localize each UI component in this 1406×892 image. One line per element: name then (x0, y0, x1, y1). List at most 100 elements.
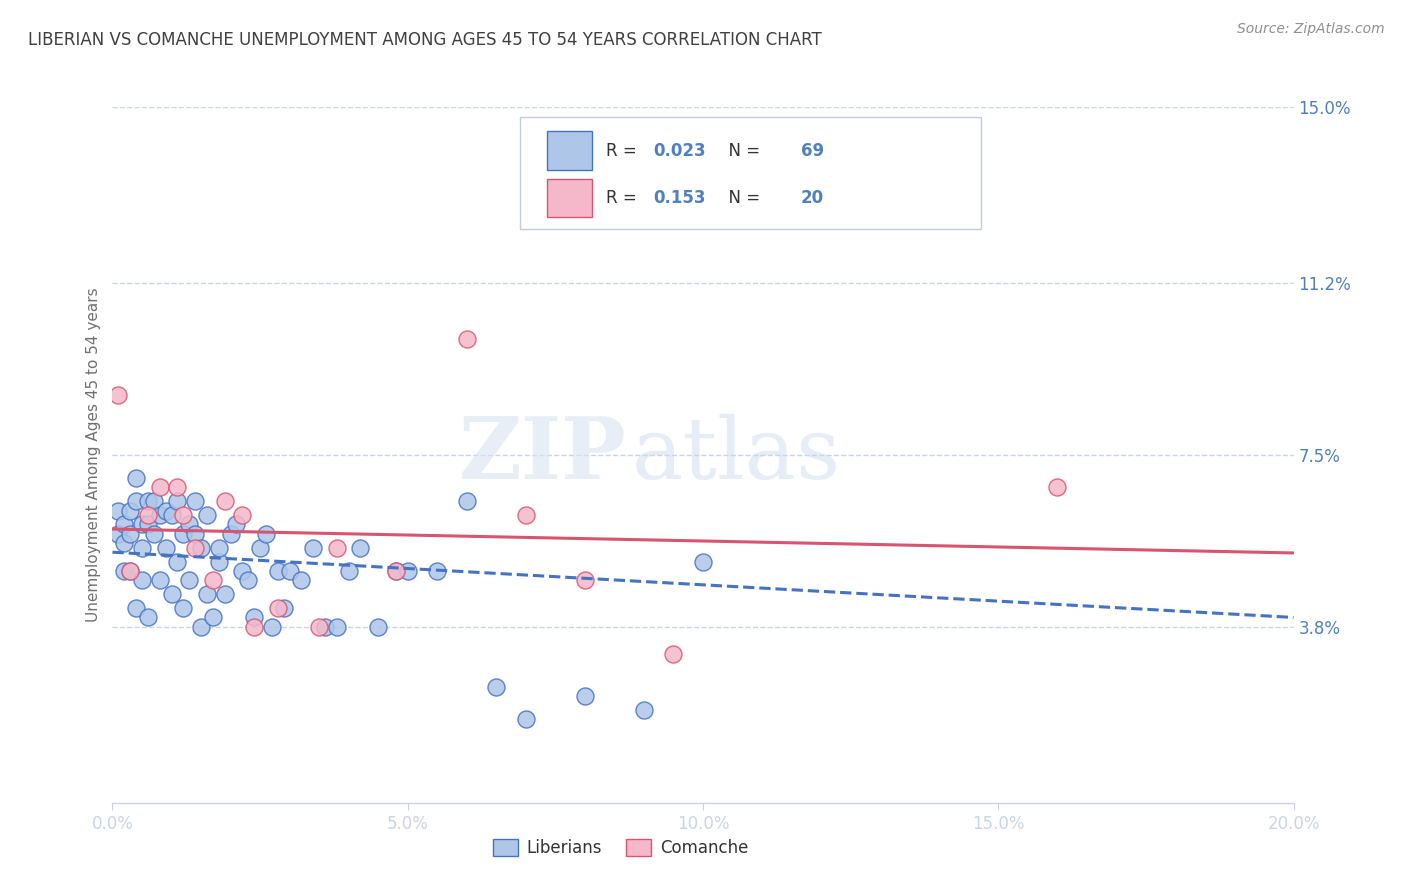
Text: 0.153: 0.153 (654, 189, 706, 207)
Point (107, 503, 129, 517)
Point (131, 573, 153, 587)
Point (172, 508, 194, 523)
Point (125, 471, 148, 485)
Point (456, 332, 478, 346)
Point (155, 503, 177, 517)
Point (195, 508, 218, 523)
Point (208, 555, 231, 569)
Point (136, 494, 159, 508)
Point (385, 564, 408, 578)
Point (349, 541, 371, 555)
Point (385, 564, 408, 578)
Point (112, 564, 135, 578)
Text: 69: 69 (801, 142, 824, 160)
Point (131, 517, 153, 532)
Point (179, 573, 201, 587)
Point (267, 564, 290, 578)
Point (231, 508, 253, 523)
Point (574, 689, 596, 703)
Point (515, 712, 537, 726)
Point (249, 541, 271, 555)
Point (367, 619, 389, 633)
Point (190, 619, 212, 633)
Point (201, 573, 224, 587)
FancyBboxPatch shape (547, 178, 592, 217)
Point (160, 587, 183, 601)
Text: R =: R = (606, 189, 647, 207)
Point (278, 564, 301, 578)
Point (184, 526, 207, 541)
Point (314, 619, 336, 633)
Text: N =: N = (718, 142, 766, 160)
Point (120, 564, 142, 578)
Point (160, 508, 183, 523)
Point (214, 587, 236, 601)
Point (120, 526, 142, 541)
Point (308, 619, 330, 633)
Point (633, 703, 655, 717)
Point (485, 680, 508, 694)
Point (225, 517, 247, 532)
Point (1046, 480, 1069, 494)
Point (574, 573, 596, 587)
Point (149, 508, 172, 523)
Point (426, 564, 449, 578)
Point (190, 541, 212, 555)
Y-axis label: Unemployment Among Ages 45 to 54 years: Unemployment Among Ages 45 to 54 years (86, 287, 101, 623)
Point (125, 494, 148, 508)
Point (136, 610, 159, 624)
Point (201, 610, 224, 624)
Point (107, 526, 129, 541)
Point (456, 494, 478, 508)
Point (231, 564, 253, 578)
Point (238, 573, 260, 587)
Point (155, 541, 177, 555)
Point (273, 601, 295, 615)
Point (107, 387, 129, 401)
Text: Source: ZipAtlas.com: Source: ZipAtlas.com (1237, 22, 1385, 37)
Point (184, 494, 207, 508)
Point (149, 480, 172, 494)
Text: N =: N = (718, 189, 766, 207)
Point (219, 526, 242, 541)
Point (120, 503, 142, 517)
Point (267, 601, 290, 615)
Point (243, 610, 266, 624)
FancyBboxPatch shape (520, 118, 980, 229)
Point (692, 555, 714, 569)
Point (326, 619, 349, 633)
Point (166, 480, 188, 494)
Point (751, 202, 773, 216)
Point (125, 601, 148, 615)
Point (166, 555, 188, 569)
Point (112, 536, 135, 550)
Text: LIBERIAN VS COMANCHE UNEMPLOYMENT AMONG AGES 45 TO 54 YEARS CORRELATION CHART: LIBERIAN VS COMANCHE UNEMPLOYMENT AMONG … (28, 31, 823, 49)
Text: ZIP: ZIP (458, 413, 626, 497)
Point (214, 494, 236, 508)
FancyBboxPatch shape (547, 131, 592, 169)
Point (172, 526, 194, 541)
Point (131, 541, 153, 555)
Text: R =: R = (606, 142, 643, 160)
Text: 0.023: 0.023 (654, 142, 706, 160)
Point (195, 587, 218, 601)
Point (112, 517, 135, 532)
Point (326, 541, 349, 555)
Point (337, 564, 360, 578)
Point (142, 494, 165, 508)
Point (142, 526, 165, 541)
Point (302, 541, 325, 555)
Point (184, 541, 207, 555)
Text: 20: 20 (801, 189, 824, 207)
Point (260, 619, 283, 633)
Point (254, 526, 277, 541)
Point (172, 601, 194, 615)
Point (179, 517, 201, 532)
Legend: Liberians, Comanche: Liberians, Comanche (486, 832, 755, 864)
Point (166, 494, 188, 508)
Point (290, 573, 312, 587)
Point (515, 508, 537, 523)
Point (243, 619, 266, 633)
Point (136, 508, 159, 523)
Point (120, 564, 142, 578)
